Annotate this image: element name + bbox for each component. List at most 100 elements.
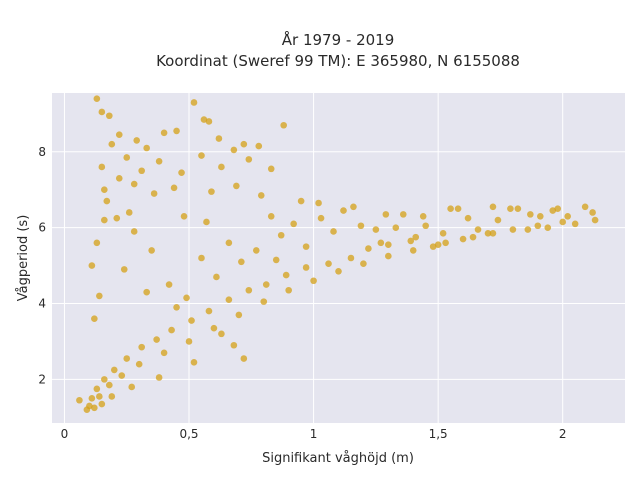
scatter-point bbox=[302, 264, 310, 271]
scatter-point bbox=[218, 330, 225, 338]
scatter-point bbox=[262, 281, 270, 288]
scatter-point bbox=[377, 239, 385, 247]
scatter-point bbox=[218, 163, 225, 171]
x-axis-ticks: 0 0,5 1 1,5 2 bbox=[61, 427, 567, 441]
scatter-point bbox=[98, 400, 106, 408]
scatter-point bbox=[205, 307, 213, 315]
scatter-point bbox=[210, 324, 218, 332]
scatter-point bbox=[76, 396, 83, 404]
scatter-point bbox=[113, 214, 121, 222]
scatter-point bbox=[165, 281, 173, 288]
scatter-point bbox=[170, 184, 178, 192]
scatter-point bbox=[564, 212, 571, 220]
scatter-point bbox=[213, 273, 220, 281]
scatter-point bbox=[238, 258, 245, 266]
scatter-point bbox=[340, 207, 347, 214]
scatter-point bbox=[180, 212, 188, 220]
scatter-point bbox=[215, 135, 223, 142]
scatter-point bbox=[285, 286, 292, 294]
chart-title-line1: År 1979 - 2019 bbox=[282, 30, 395, 49]
scatter-point bbox=[91, 404, 98, 412]
scatter-point bbox=[357, 222, 365, 230]
scatter-point bbox=[290, 220, 297, 228]
scatter-point bbox=[347, 254, 355, 262]
scatter-point bbox=[439, 230, 447, 237]
data-points bbox=[76, 95, 599, 414]
scatter-point bbox=[474, 226, 482, 233]
scatter-point bbox=[203, 218, 210, 226]
scatter-point bbox=[120, 266, 128, 273]
scatter-point bbox=[399, 211, 407, 218]
x-tick-label: 2 bbox=[559, 427, 567, 441]
scatter-point bbox=[409, 247, 417, 254]
scatter-point bbox=[205, 118, 213, 125]
scatter-point bbox=[419, 212, 427, 220]
scatter-point bbox=[589, 209, 596, 216]
scatter-point bbox=[235, 311, 243, 319]
scatter-point bbox=[93, 239, 101, 247]
scatter-point bbox=[230, 341, 238, 349]
scatter-point bbox=[108, 393, 116, 400]
scatter-point bbox=[317, 214, 325, 222]
scatter-point bbox=[106, 112, 113, 120]
scatter-point bbox=[153, 336, 160, 343]
scatter-point bbox=[133, 137, 141, 144]
scatter-point bbox=[198, 152, 205, 159]
scatter-point bbox=[160, 129, 168, 137]
scatter-point bbox=[160, 349, 168, 357]
scatter-point bbox=[297, 197, 305, 205]
scatter-point bbox=[115, 175, 123, 182]
scatter-point bbox=[240, 355, 248, 362]
scatter-point bbox=[282, 271, 290, 279]
scatter-point bbox=[372, 226, 380, 233]
scatter-point bbox=[200, 116, 208, 123]
scatter-point bbox=[103, 197, 111, 205]
scatter-point bbox=[110, 366, 118, 374]
scatter-point bbox=[225, 239, 233, 247]
x-tick-label: 0,5 bbox=[179, 427, 198, 441]
scatter-point bbox=[255, 142, 263, 150]
scatter-point bbox=[544, 224, 552, 231]
scatter-point bbox=[392, 224, 400, 231]
y-axis-title: Vågperiod (s) bbox=[16, 215, 31, 302]
scatter-point bbox=[135, 360, 143, 368]
scatter-point bbox=[143, 144, 150, 152]
grid-lines bbox=[52, 93, 625, 423]
scatter-point bbox=[240, 140, 248, 148]
scatter-point bbox=[225, 296, 233, 304]
x-axis-title: Signifikant våghöjd (m) bbox=[262, 451, 414, 466]
scatter-point bbox=[190, 359, 198, 366]
scatter-point bbox=[108, 140, 116, 148]
scatter-point bbox=[91, 315, 98, 322]
scatter-point bbox=[412, 233, 420, 241]
scatter-point bbox=[230, 146, 238, 154]
y-tick-label: 8 bbox=[38, 145, 46, 159]
scatter-point bbox=[464, 214, 472, 222]
scatter-point bbox=[96, 393, 103, 400]
y-axis-ticks: 2 4 6 8 bbox=[38, 145, 46, 387]
scatter-point bbox=[514, 205, 522, 212]
scatter-point bbox=[155, 374, 163, 381]
scatter-point bbox=[233, 182, 240, 190]
scatter-point bbox=[454, 205, 462, 212]
scatter-point bbox=[385, 252, 392, 260]
scatter-point bbox=[489, 203, 497, 211]
scatter-point bbox=[407, 237, 415, 245]
scatter-point bbox=[173, 127, 180, 135]
scatter-point bbox=[93, 95, 101, 102]
scatter-point bbox=[148, 247, 155, 254]
scatter-point bbox=[310, 277, 317, 285]
scatter-point bbox=[138, 167, 145, 175]
scatter-point bbox=[272, 256, 280, 264]
scatter-point bbox=[188, 317, 195, 324]
scatter-point bbox=[88, 262, 96, 269]
y-tick-label: 4 bbox=[38, 297, 46, 311]
scatter-point bbox=[571, 220, 579, 228]
scatter-point bbox=[447, 205, 454, 212]
scatter-point bbox=[150, 190, 158, 197]
scatter-point bbox=[325, 260, 332, 267]
y-tick-label: 2 bbox=[38, 372, 46, 386]
scatter-point bbox=[98, 163, 106, 171]
scatter-point bbox=[459, 235, 467, 243]
